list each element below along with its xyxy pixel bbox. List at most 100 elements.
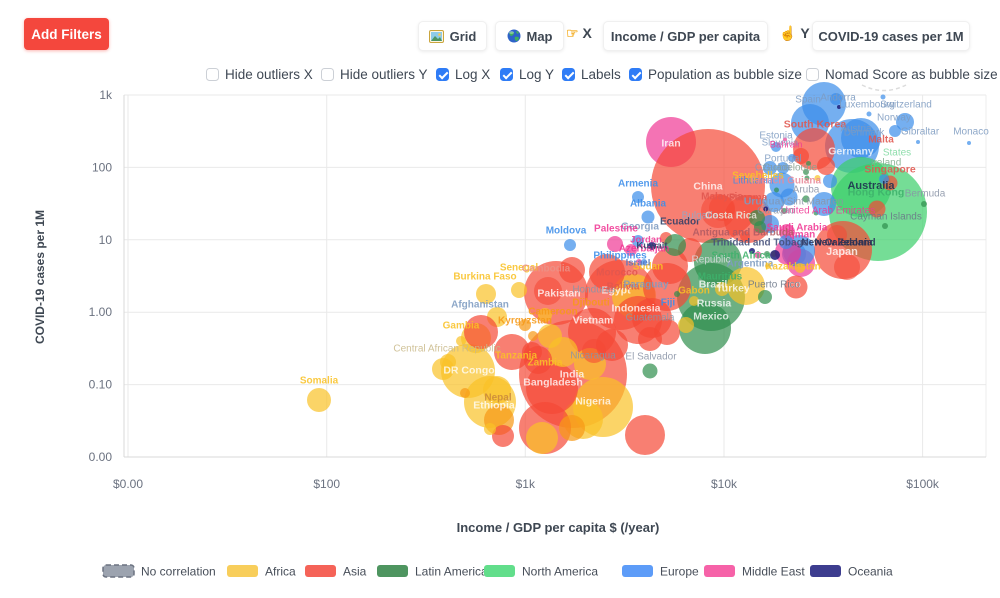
svg-text:Singapore: Singapore (864, 164, 916, 176)
svg-text:Sudan: Sudan (633, 262, 664, 273)
svg-text:Egypt: Egypt (601, 285, 631, 297)
svg-text:Honduras: Honduras (572, 285, 615, 296)
svg-text:Cambodia: Cambodia (522, 264, 571, 275)
svg-text:Burkina Faso: Burkina Faso (453, 272, 516, 283)
svg-text:El Salvador: El Salvador (625, 352, 677, 363)
svg-text:0.10: 0.10 (89, 378, 113, 392)
svg-text:Palestine: Palestine (594, 224, 638, 235)
svg-text:Estonia: Estonia (759, 131, 793, 142)
svg-text:States: States (883, 148, 911, 159)
svg-text:Czechia: Czechia (755, 163, 792, 174)
svg-text:Portugal: Portugal (764, 154, 801, 165)
svg-text:co: co (789, 280, 801, 291)
svg-text:Russia: Russia (697, 298, 732, 310)
svg-text:Djibouti: Djibouti (572, 298, 609, 309)
svg-text:China: China (693, 181, 722, 193)
svg-text:Albania: Albania (630, 199, 667, 210)
svg-text:Lithuania: Lithuania (733, 176, 774, 187)
svg-text:10: 10 (99, 233, 113, 247)
svg-text:1.00: 1.00 (89, 305, 113, 319)
svg-text:Nigeria: Nigeria (575, 396, 611, 408)
svg-text:Argentina: Argentina (727, 259, 774, 270)
svg-text:Israel: Israel (626, 257, 651, 268)
svg-text:Andorra: Andorra (820, 93, 856, 104)
svg-text:Gambia: Gambia (443, 321, 480, 332)
svg-text:$1k: $1k (516, 477, 536, 491)
svg-text:Mexico: Mexico (693, 311, 729, 323)
svg-text:100: 100 (92, 160, 112, 174)
svg-text:Ireland: Ireland (871, 158, 902, 169)
svg-text:Guadeloupe: Guadeloupe (763, 163, 818, 174)
svg-text:DR Congo: DR Congo (443, 365, 494, 377)
svg-text:Indonesia: Indonesia (611, 303, 660, 315)
svg-text:Slovenia: Slovenia (762, 137, 799, 148)
svg-text:0.00: 0.00 (89, 450, 113, 464)
svg-text:New Caledonia: New Caledonia (801, 238, 873, 249)
svg-text:Kazakhstan: Kazakhstan (765, 262, 821, 273)
svg-text:Gibraltar: Gibraltar (901, 127, 940, 138)
svg-text:No correlation: No correlation (141, 565, 216, 579)
svg-text:Bahrain: Bahrain (770, 139, 803, 150)
svg-text:Middle East: Middle East (742, 565, 805, 579)
svg-text:Turkey: Turkey (716, 283, 750, 295)
svg-text:South Korea: South Korea (784, 119, 847, 131)
svg-text:Switzerland: Switzerland (880, 100, 932, 111)
svg-text:Moldova: Moldova (546, 226, 587, 237)
svg-text:Panama: Panama (729, 193, 768, 204)
svg-text:Afghanistan: Afghanistan (451, 300, 509, 311)
svg-text:United Arab Emirates: United Arab Emirates (781, 206, 876, 217)
svg-text:Puerto Rico: Puerto Rico (748, 280, 801, 291)
svg-text:Sint Maarten: Sint Maarten (787, 197, 844, 208)
svg-text:Hong Kong: Hong Kong (848, 187, 905, 199)
svg-text:Spain: Spain (795, 95, 821, 106)
svg-text:Luxembourg: Luxembourg (839, 100, 895, 111)
svg-text:Austria: Austria (840, 124, 872, 135)
svg-text:Tanzania: Tanzania (495, 351, 537, 362)
svg-text:Latin America: Latin America (415, 565, 488, 579)
svg-text:India: India (560, 369, 585, 381)
svg-text:$10k: $10k (711, 477, 738, 491)
svg-text:Japan: Japan (826, 246, 858, 258)
svg-text:Bolivia: Bolivia (607, 282, 640, 293)
svg-text:Costa Rica: Costa Rica (705, 211, 757, 222)
svg-text:Saudi Arabia: Saudi Arabia (767, 223, 828, 234)
svg-text:Denmark: Denmark (844, 128, 886, 139)
svg-text:1k: 1k (99, 88, 113, 102)
svg-text:$100k: $100k (906, 477, 940, 491)
svg-text:Nepal: Nepal (484, 393, 511, 404)
svg-text:Bangladesh: Bangladesh (523, 377, 583, 389)
svg-text:COVID-19 cases per 1M: COVID-19 cases per 1M (33, 210, 47, 344)
svg-text:Asia: Asia (343, 565, 367, 579)
svg-text:Africa: Africa (265, 565, 296, 579)
svg-text:Australia: Australia (847, 180, 895, 192)
svg-text:Malta: Malta (868, 135, 894, 146)
svg-text:Germany: Germany (828, 146, 874, 158)
svg-text:Cayman Islands: Cayman Islands (850, 212, 922, 223)
svg-text:Georgia: Georgia (621, 222, 659, 233)
svg-text:Nicaragua: Nicaragua (570, 351, 616, 362)
svg-text:Paraguay: Paraguay (623, 280, 668, 291)
svg-text:Jordan: Jordan (630, 234, 662, 245)
svg-text:Europe: Europe (660, 565, 699, 579)
svg-text:Vietnam: Vietnam (573, 315, 614, 327)
svg-text:Aruba: Aruba (793, 185, 820, 196)
svg-text:Zambia: Zambia (527, 358, 562, 369)
svg-text:$100: $100 (313, 477, 340, 491)
svg-text:Norway: Norway (877, 113, 911, 124)
svg-text:Fiji: Fiji (661, 298, 676, 309)
svg-text:Malaysia: Malaysia (701, 192, 743, 203)
svg-text:Azerbaijan: Azerbaijan (619, 244, 670, 255)
svg-text:Cameroon: Cameroon (528, 307, 577, 318)
svg-text:Republic: Republic (692, 255, 731, 266)
svg-text:Iran: Iran (661, 138, 680, 150)
svg-text:Morocco: Morocco (596, 268, 638, 279)
svg-text:Kyrgyzstan: Kyrgyzstan (498, 316, 552, 327)
svg-text:Brazil: Brazil (699, 279, 728, 291)
svg-text:Seychelles: Seychelles (732, 171, 784, 182)
svg-text:North America: North America (522, 565, 598, 579)
svg-text:Pakistan: Pakistan (537, 288, 580, 300)
svg-text:Central African Republic: Central African Republic (393, 344, 500, 355)
svg-text:Guatemala: Guatemala (626, 313, 675, 324)
svg-text:Ajman: Ajman (785, 230, 816, 241)
svg-text:Bulgaria: Bulgaria (682, 211, 719, 222)
